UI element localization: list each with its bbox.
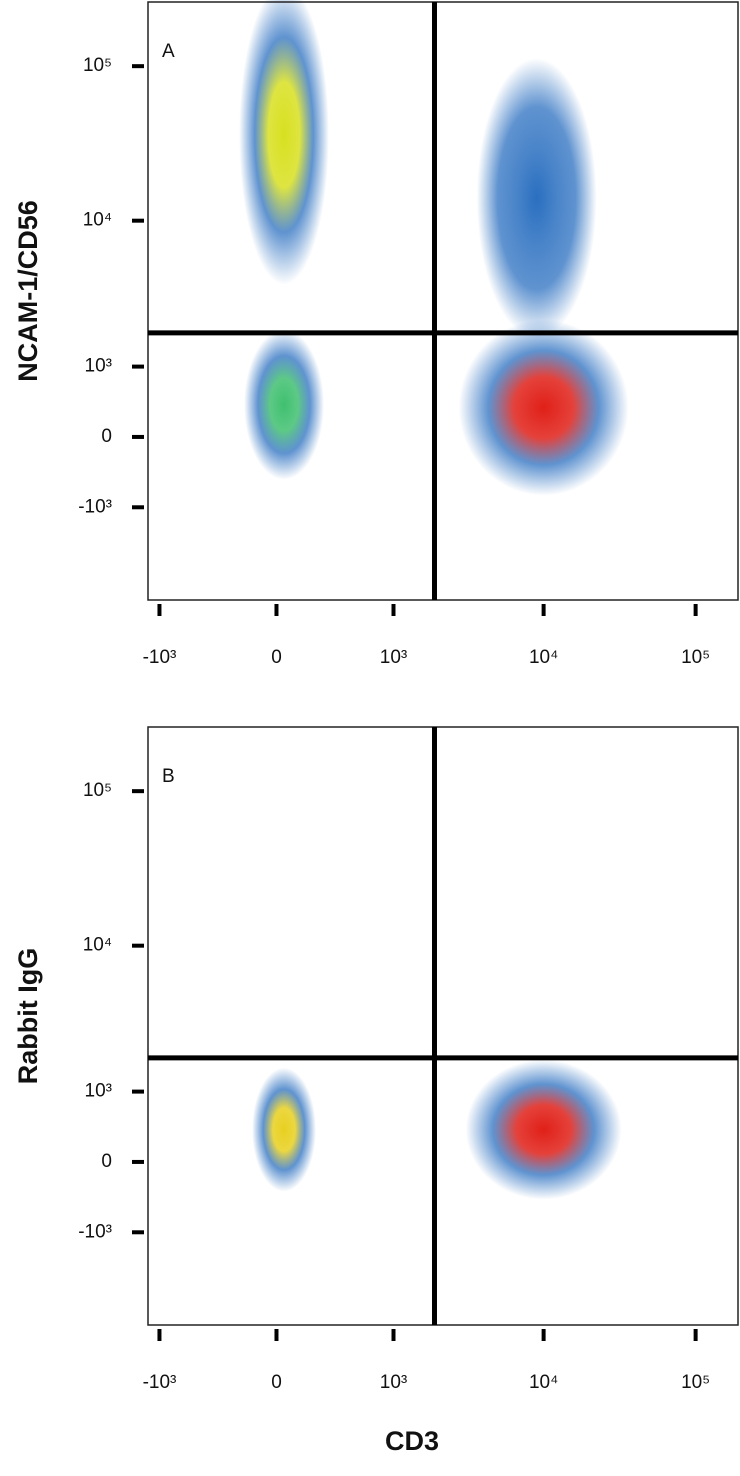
cell-population: [239, 0, 329, 285]
x-tick-label: 0: [271, 647, 282, 668]
panel-label: B: [162, 766, 175, 787]
y-tick-label: 10⁵: [83, 55, 112, 76]
cell-population: [244, 329, 325, 480]
y-tick-label: 10⁴: [83, 935, 112, 956]
x-tick-label: 10⁴: [529, 647, 558, 668]
cell-population: [476, 58, 597, 339]
cell-population: [465, 1059, 622, 1200]
y-axis-title: NCAM-1/CD56: [13, 200, 43, 382]
plot-frame: [147, 1, 739, 601]
x-tick-label: 10⁵: [681, 647, 710, 668]
y-tick-label: 10⁴: [83, 210, 112, 231]
cell-population: [252, 1067, 317, 1192]
y-tick-label: 0: [101, 1151, 112, 1172]
x-tick-label: -10³: [143, 647, 177, 668]
x-axis-title: CD3: [385, 1426, 439, 1456]
y-tick-label: -10³: [78, 1221, 112, 1242]
panel-label: A: [162, 41, 175, 62]
panel: -10³ 0 10³ 10⁴ 10⁵ -10³ 0 10³ 10⁴ 10⁵ A NCAM-1/CD56: [13, 0, 739, 668]
y-axis-title: Rabbit IgG: [13, 948, 43, 1085]
x-tick-label: 0: [271, 1372, 282, 1393]
y-tick-label: 10³: [85, 356, 112, 377]
x-tick-label: 10³: [380, 647, 407, 668]
x-tick-label: 10³: [380, 1372, 407, 1393]
y-tick-label: -10³: [78, 496, 112, 517]
x-tick-label: -10³: [143, 1372, 177, 1393]
x-tick-label: 10⁵: [681, 1372, 710, 1393]
x-tick-label: 10⁴: [529, 1372, 558, 1393]
cell-population: [458, 319, 629, 496]
y-tick-label: 0: [101, 426, 112, 447]
y-tick-label: 10³: [85, 1081, 112, 1102]
plot-frame: [147, 726, 739, 1326]
y-tick-label: 10⁵: [83, 780, 112, 801]
panel: -10³ 0 10³ 10⁴ 10⁵ -10³ 0 10³ 10⁴ 10⁵ B Rabbit IgG C…: [13, 726, 739, 1456]
